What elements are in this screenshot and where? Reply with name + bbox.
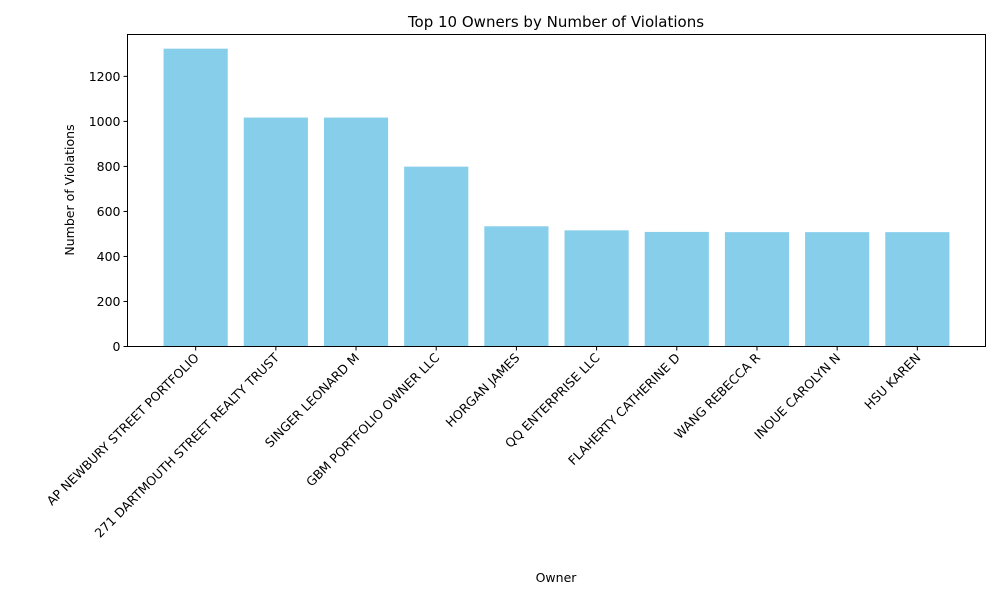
bar <box>243 117 308 347</box>
x-tick-label: WANG REBECCA R <box>671 350 763 442</box>
y-tick-label: 200 <box>97 294 121 309</box>
bar <box>885 232 950 347</box>
x-axis-label: Owner <box>536 570 578 585</box>
x-tick-label: HORGAN JAMES <box>443 350 523 430</box>
x-tick-label: INOUE CAROLYN N <box>751 350 843 442</box>
bar <box>805 232 870 347</box>
bar <box>404 166 469 347</box>
x-tick-label: HSU KAREN <box>861 350 923 412</box>
y-tick-label: 1000 <box>89 114 121 129</box>
bars-group <box>163 48 950 347</box>
y-tick-label: 800 <box>97 159 121 174</box>
x-tick-label: AP NEWBURY STREET PORTFOLIO <box>43 350 201 508</box>
plot-frame <box>127 34 986 347</box>
bar <box>323 117 389 347</box>
y-tick-label: 600 <box>97 204 121 219</box>
bar <box>484 226 549 347</box>
x-tick-label: GBM PORTFOLIO OWNER LLC <box>303 350 443 490</box>
y-tick-label: 400 <box>97 249 121 264</box>
chart-title: Top 10 Owners by Number of Violations <box>407 13 704 31</box>
bar <box>644 231 709 347</box>
y-axis-label: Number of Violations <box>62 124 77 255</box>
y-tick-label: 0 <box>113 339 121 354</box>
bar <box>564 230 629 347</box>
x-tick-label: 271 DARTMOUTH STREET REALTY TRUST <box>92 350 283 541</box>
bar <box>724 232 790 347</box>
y-axis: 0 200 400 600 800 1000 1200 <box>89 69 128 354</box>
bar <box>163 48 228 347</box>
y-tick-label: 1200 <box>89 69 121 84</box>
